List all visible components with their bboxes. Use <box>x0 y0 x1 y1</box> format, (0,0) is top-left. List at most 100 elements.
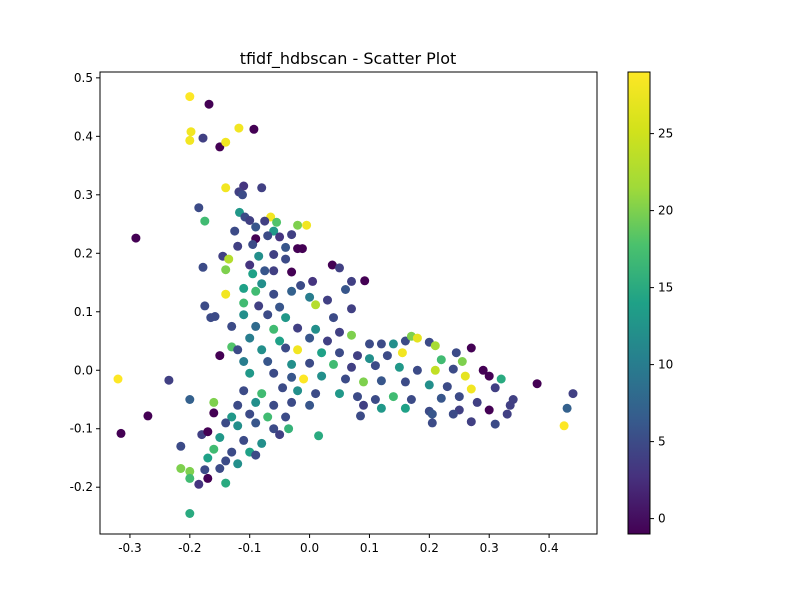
data-point <box>245 333 255 343</box>
data-point <box>281 412 291 422</box>
data-point <box>275 302 285 312</box>
data-point <box>185 92 195 102</box>
data-point <box>269 250 279 259</box>
data-point <box>233 345 243 355</box>
data-point <box>323 295 332 305</box>
data-point <box>251 418 261 428</box>
data-point <box>430 341 440 351</box>
data-point <box>314 431 324 441</box>
data-point <box>484 405 494 415</box>
data-point <box>281 313 291 323</box>
data-point <box>233 400 243 410</box>
data-point <box>260 266 270 276</box>
data-point <box>490 383 500 393</box>
data-point <box>263 357 273 366</box>
colorbar-tick-label: 20 <box>658 204 673 218</box>
data-point <box>365 354 374 364</box>
y-axis: -0.2 -0.1 0.0 0.1 0.2 0.3 0.4 0.5 <box>70 71 100 494</box>
data-point <box>251 397 261 407</box>
data-point <box>269 289 279 299</box>
data-point <box>341 374 350 384</box>
colorbar-tick-label: 10 <box>658 358 673 372</box>
plot-area-frame <box>99 71 598 535</box>
data-point <box>221 456 231 466</box>
data-point <box>329 313 338 323</box>
data-point <box>278 383 288 393</box>
y-tick-label: 0.1 <box>74 305 93 319</box>
data-point <box>466 343 476 353</box>
data-point <box>454 392 464 402</box>
data-point <box>186 127 196 137</box>
data-point <box>143 411 153 421</box>
colorbar-gradient <box>627 71 651 535</box>
data-point <box>427 409 437 419</box>
data-point <box>359 400 368 410</box>
data-point <box>227 321 237 331</box>
data-point <box>293 323 303 333</box>
data-point <box>287 230 297 240</box>
x-tick-label: -0.1 <box>238 541 261 555</box>
data-point <box>245 260 255 270</box>
data-point <box>388 392 398 402</box>
data-point <box>249 124 259 134</box>
data-point <box>412 365 422 375</box>
data-point <box>308 276 318 286</box>
data-point <box>397 348 407 358</box>
data-point <box>164 375 174 385</box>
data-point <box>466 417 476 427</box>
data-point <box>478 365 488 375</box>
data-point <box>227 412 237 422</box>
data-point <box>239 357 249 366</box>
data-point <box>305 400 315 410</box>
data-point <box>293 220 303 230</box>
data-point <box>131 233 141 243</box>
data-point <box>317 371 327 381</box>
colorbar-tick-label: 5 <box>658 435 666 449</box>
data-point <box>287 267 297 277</box>
data-point <box>194 479 204 489</box>
colorbar-tick-label: 15 <box>658 281 673 295</box>
data-point <box>287 397 297 407</box>
data-point <box>200 465 210 475</box>
data-point <box>448 409 458 419</box>
chart-title: tfidf_hdbscan - Scatter Plot <box>240 49 457 69</box>
data-point <box>353 351 362 361</box>
data-point <box>382 351 392 361</box>
data-point <box>245 409 255 419</box>
y-tick-label: -0.2 <box>70 480 93 494</box>
data-point <box>233 459 243 469</box>
data-point <box>221 183 231 193</box>
data-point <box>269 324 279 334</box>
data-point <box>505 400 515 410</box>
data-point <box>502 409 512 419</box>
data-point <box>427 418 437 428</box>
colorbar: 0 5 10 15 20 25 <box>627 71 673 535</box>
data-point <box>496 374 506 384</box>
data-point <box>254 251 264 261</box>
data-point <box>263 310 273 320</box>
data-point <box>269 266 279 276</box>
data-point <box>287 359 297 369</box>
colorbar-ticks: 0 5 10 15 20 25 <box>650 127 673 526</box>
x-tick-label: -0.2 <box>178 541 201 555</box>
data-point <box>234 123 244 133</box>
data-point <box>194 203 204 213</box>
data-point <box>388 339 398 349</box>
data-point <box>297 244 307 254</box>
data-point <box>221 137 231 147</box>
data-point <box>272 217 282 227</box>
data-point <box>448 364 458 374</box>
data-point <box>281 343 291 353</box>
data-point <box>239 283 249 293</box>
data-point <box>245 216 255 225</box>
data-point <box>376 403 386 413</box>
data-point <box>281 254 291 264</box>
data-point <box>116 428 126 438</box>
data-point <box>238 190 247 200</box>
data-point <box>311 300 321 310</box>
data-point <box>323 336 332 346</box>
data-point <box>359 377 368 387</box>
data-point <box>251 286 261 296</box>
data-point <box>239 435 249 445</box>
